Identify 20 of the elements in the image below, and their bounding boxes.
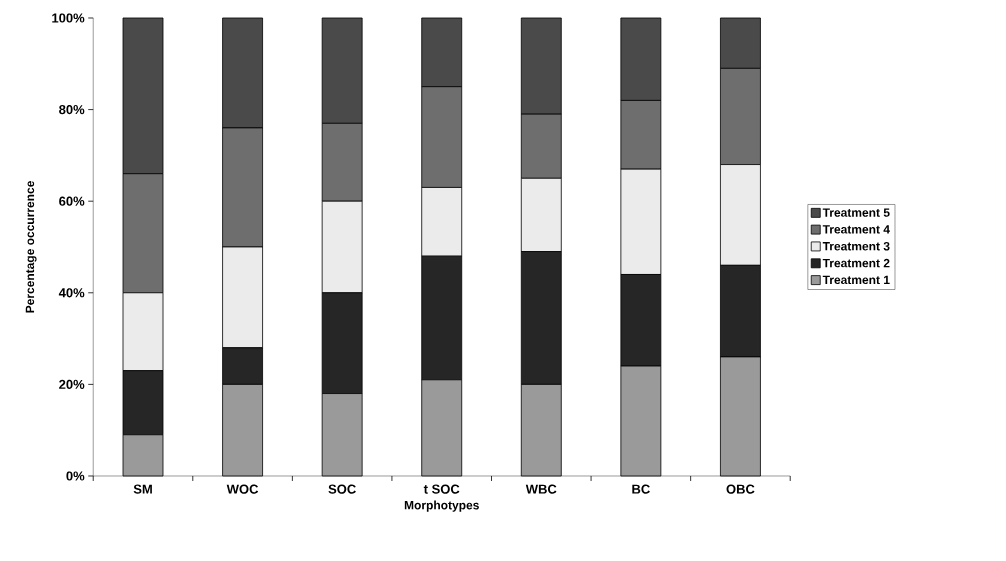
legend-label: Treatment 2 [822, 258, 890, 268]
legend-label: Treatment 5 [822, 208, 890, 217]
y-tick-label: 0% [66, 471, 85, 481]
x-tick-label: t SOC [423, 484, 460, 494]
y-tick-label: 100% [52, 13, 85, 23]
y-tick-label: 60% [59, 196, 85, 206]
legend-label: Treatment 3 [822, 241, 890, 251]
legend-label: Treatment 1 [822, 275, 890, 285]
x-axis-title: Morphotypes [404, 500, 479, 512]
x-tick-label: WBC [525, 484, 557, 494]
x-tick-label: WOC [226, 484, 259, 494]
legend-label: Treatment 4 [822, 225, 890, 234]
y-tick-label: 20% [59, 379, 85, 389]
y-tick-label: 40% [58, 288, 85, 298]
x-tick-label: SOC [328, 484, 356, 494]
x-tick-label: SM [133, 484, 152, 494]
y-axis-title: Percentage occurrence [25, 181, 37, 313]
x-tick-label: BC [632, 484, 650, 494]
y-tick-label: 80% [59, 104, 85, 115]
x-tick-label: OBC [726, 484, 755, 494]
